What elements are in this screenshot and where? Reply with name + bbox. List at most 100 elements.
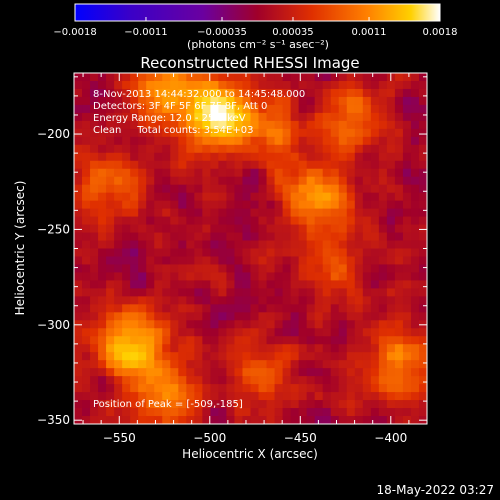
heatmap-cell <box>354 304 364 313</box>
heatmap-cell <box>122 240 131 250</box>
heatmap-cell <box>82 280 91 289</box>
heatmap-cell <box>98 256 107 266</box>
heatmap-cell <box>130 232 139 242</box>
heatmap-cell <box>378 368 388 377</box>
heatmap-cell <box>370 368 380 377</box>
heatmap-cell <box>106 176 115 186</box>
heatmap-cell <box>170 224 179 234</box>
heatmap-cell <box>330 160 340 170</box>
heatmap-cell <box>178 73 187 82</box>
colorbar-tick-label: −0.0011 <box>124 27 167 38</box>
heatmap-cell <box>138 272 147 282</box>
heatmap-cell <box>138 328 147 337</box>
heatmap-cell <box>90 400 99 409</box>
heatmap-cell <box>418 328 427 337</box>
heatmap-cell <box>114 344 123 353</box>
heatmap-cell <box>410 136 420 146</box>
heatmap-cell <box>274 168 284 178</box>
heatmap-cell <box>314 304 324 313</box>
heatmap-cell <box>306 352 316 361</box>
heatmap-cell <box>402 384 412 393</box>
heatmap-cell <box>162 272 171 282</box>
heatmap-cell <box>138 400 147 409</box>
x-tick-label: −450 <box>284 431 317 445</box>
heatmap-cell <box>258 312 268 321</box>
heatmap-cell <box>218 112 228 122</box>
heatmap-cell <box>354 120 364 130</box>
heatmap-cell <box>162 384 171 393</box>
heatmap-cell <box>394 304 404 313</box>
heatmap-cell <box>282 392 292 401</box>
heatmap-cell <box>370 176 380 186</box>
heatmap-cell <box>234 73 244 82</box>
heatmap-cell <box>154 208 163 218</box>
heatmap-cell <box>274 400 284 409</box>
heatmap-cell <box>106 184 115 194</box>
heatmap-cell <box>154 232 163 242</box>
heatmap-cell <box>298 152 308 162</box>
heatmap-cell <box>258 152 268 162</box>
heatmap-cell <box>258 296 268 305</box>
heatmap-cell <box>82 336 91 345</box>
heatmap-cell <box>346 256 356 266</box>
heatmap-cell <box>242 96 252 106</box>
colorbar-unit-label: (photons cm⁻² s⁻¹ asec⁻²) <box>187 38 329 51</box>
heatmap-cell <box>210 264 220 274</box>
heatmap-cell <box>226 96 236 106</box>
heatmap-cell <box>202 400 211 409</box>
heatmap-cell <box>386 360 396 369</box>
heatmap-cell <box>258 248 268 258</box>
heatmap-cell <box>82 344 91 353</box>
heatmap-cell <box>154 408 163 417</box>
heatmap-cell <box>306 152 316 162</box>
heatmap-cell <box>394 208 404 218</box>
heatmap-cell <box>250 344 260 353</box>
colorbar-tick-label: 0.0018 <box>423 27 458 38</box>
heatmap-cell <box>106 328 115 337</box>
heatmap-cell <box>170 392 179 401</box>
heatmap-cell <box>114 144 123 154</box>
heatmap-cell <box>170 120 179 130</box>
heatmap-cell <box>106 192 115 202</box>
heatmap-cell <box>258 144 268 154</box>
heatmap-cell <box>90 312 99 321</box>
heatmap-cell <box>410 192 420 202</box>
heatmap-cell <box>218 352 228 361</box>
heatmap-cell <box>418 232 427 242</box>
heatmap-cell <box>162 240 171 250</box>
heatmap-cell <box>378 288 388 297</box>
heatmap-cell <box>210 80 220 90</box>
y-axis-label: Heliocentric Y (arcsec) <box>13 181 27 316</box>
heatmap-cell <box>402 288 412 297</box>
heatmap-cell <box>202 280 211 289</box>
heatmap-cell <box>154 416 163 424</box>
heatmap-cell <box>370 232 380 242</box>
heatmap-cell <box>130 296 139 305</box>
heatmap-cell <box>114 416 123 424</box>
heatmap-cell <box>138 152 147 162</box>
heatmap-cell <box>290 368 300 377</box>
heatmap-cell <box>386 408 396 417</box>
heatmap-cell <box>410 120 420 130</box>
heatmap-cell <box>322 80 332 90</box>
heatmap-cell <box>386 120 396 130</box>
heatmap-cell <box>386 184 396 194</box>
heatmap-cell <box>386 136 396 146</box>
heatmap-cell <box>194 344 203 353</box>
heatmap-cell <box>130 112 139 122</box>
heatmap-cell <box>138 336 147 345</box>
heatmap-cell <box>82 360 91 369</box>
heatmap-cell <box>306 264 316 274</box>
heatmap-cell <box>250 320 260 329</box>
heatmap-cell <box>194 336 203 345</box>
heatmap-cell <box>402 80 412 90</box>
heatmap-cell <box>74 312 83 321</box>
heatmap-cell <box>314 288 324 297</box>
heatmap-cell <box>274 120 284 130</box>
heatmap-cell <box>370 120 380 130</box>
heatmap-cell <box>178 160 187 170</box>
heatmap-cell <box>394 272 404 282</box>
heatmap-cell <box>298 216 308 226</box>
heatmap-cell <box>266 408 276 417</box>
heatmap-cell <box>250 176 260 186</box>
